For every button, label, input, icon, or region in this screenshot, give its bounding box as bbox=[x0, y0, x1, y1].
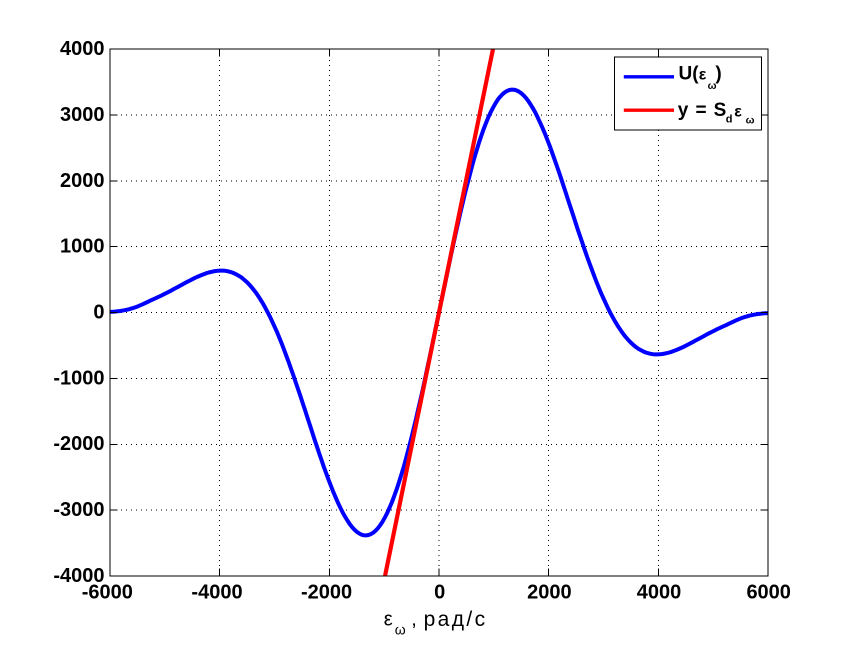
svg-text:,: , bbox=[411, 608, 417, 630]
svg-text:-2000: -2000 bbox=[301, 582, 352, 604]
svg-text:ε: ε bbox=[384, 608, 393, 630]
svg-text:y = S: y = S bbox=[678, 100, 727, 121]
svg-text:6000: 6000 bbox=[746, 582, 791, 604]
svg-text:1000: 1000 bbox=[60, 236, 105, 258]
svg-text:ω: ω bbox=[746, 115, 755, 127]
svg-text:4000: 4000 bbox=[637, 582, 682, 604]
svg-text:0: 0 bbox=[93, 302, 104, 324]
svg-text:2000: 2000 bbox=[60, 170, 105, 192]
svg-text:d: d bbox=[726, 114, 733, 126]
svg-text:3000: 3000 bbox=[60, 104, 105, 126]
svg-text:-1000: -1000 bbox=[53, 367, 104, 389]
svg-text:0: 0 bbox=[434, 582, 445, 604]
svg-text:ε: ε bbox=[734, 103, 742, 120]
svg-text:ω: ω bbox=[708, 80, 717, 92]
svg-text:): ) bbox=[715, 64, 721, 85]
svg-text:2000: 2000 bbox=[527, 582, 572, 604]
svg-text:-3000: -3000 bbox=[53, 499, 104, 521]
svg-text:ω: ω bbox=[395, 622, 406, 638]
svg-text:-2000: -2000 bbox=[53, 433, 104, 455]
svg-text:U(: U( bbox=[679, 64, 700, 85]
svg-text:-6000: -6000 bbox=[82, 582, 133, 604]
svg-text:рад/с: рад/с bbox=[424, 608, 488, 631]
svg-text:-4000: -4000 bbox=[191, 582, 242, 604]
svg-text:ε: ε bbox=[699, 67, 707, 84]
svg-text:4000: 4000 bbox=[60, 38, 105, 60]
svg-text:-4000: -4000 bbox=[53, 565, 104, 587]
